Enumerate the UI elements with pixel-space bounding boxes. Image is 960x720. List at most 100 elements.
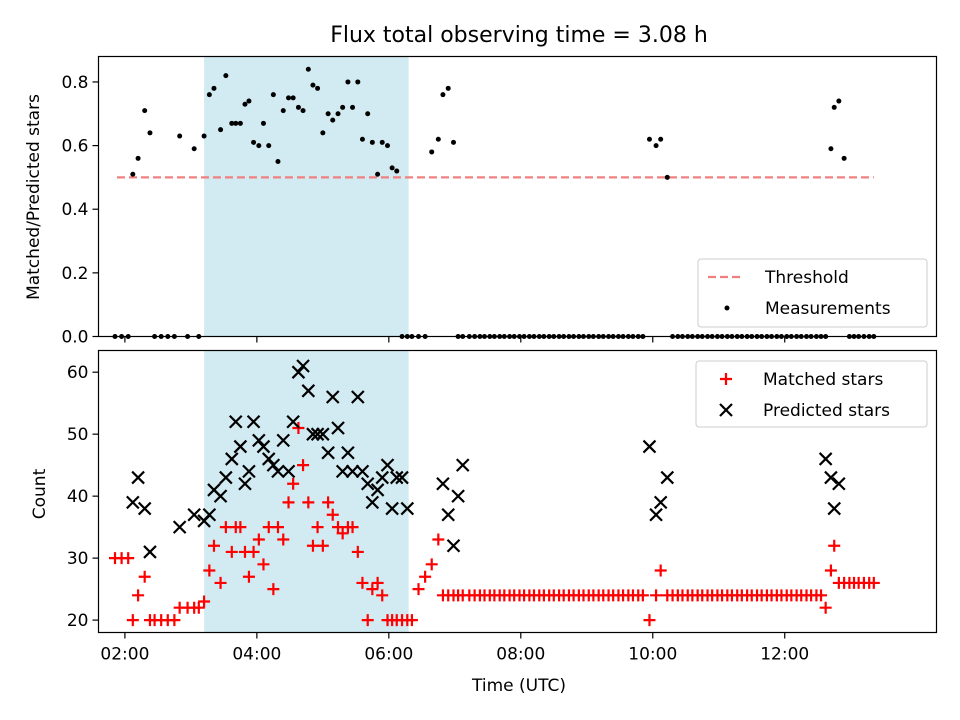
measurements-point bbox=[653, 143, 659, 149]
measurements-point bbox=[828, 146, 834, 152]
measurements-point bbox=[831, 104, 837, 110]
matched-stars-point bbox=[356, 576, 369, 589]
y-tick-label: 0.8 bbox=[61, 73, 88, 93]
predicted-stars-point bbox=[818, 452, 833, 466]
predicted-stars-point bbox=[238, 476, 252, 491]
measurements-point bbox=[223, 73, 229, 79]
matched-stars-point bbox=[242, 570, 255, 583]
x-tick-label: 02:00 bbox=[100, 645, 149, 665]
predicted-stars-point bbox=[228, 414, 243, 429]
measurements-point bbox=[664, 174, 670, 180]
measurements-point bbox=[305, 66, 311, 72]
matched-stars-point bbox=[326, 508, 339, 521]
predicted-stars-legend-swatch bbox=[719, 403, 733, 417]
predicted-stars-point bbox=[316, 427, 330, 441]
predicted-stars-point bbox=[286, 414, 300, 429]
measurements-point bbox=[142, 108, 148, 114]
measurements-point bbox=[256, 143, 262, 149]
measurements-point bbox=[251, 139, 257, 145]
predicted-stars-point bbox=[246, 414, 261, 429]
y-tick-label: 50 bbox=[67, 425, 89, 445]
matched-stars-point bbox=[198, 595, 211, 608]
measurements-point bbox=[435, 136, 441, 142]
predicted-stars-point bbox=[325, 390, 340, 404]
predicted-stars-point bbox=[660, 470, 675, 485]
measurements-point bbox=[379, 139, 385, 145]
predicted-stars-point bbox=[351, 390, 365, 404]
predicted-stars-point bbox=[375, 470, 390, 485]
count-legend: Matched stars Predicted stars bbox=[695, 360, 928, 428]
predicted-stars-point bbox=[653, 495, 668, 510]
measurements-point bbox=[242, 101, 248, 107]
predicted-stars-point bbox=[389, 470, 404, 485]
measurements-point bbox=[211, 85, 217, 91]
predicted-stars-point bbox=[642, 439, 657, 454]
y-tick-label: 0.0 bbox=[61, 328, 88, 348]
predicted-stars-point bbox=[306, 427, 320, 441]
measurements-point bbox=[201, 133, 207, 139]
predicted-stars-point bbox=[827, 501, 842, 516]
measurements-point bbox=[450, 139, 456, 145]
measurements-point bbox=[286, 95, 292, 101]
measurements-point bbox=[836, 98, 842, 104]
measurements-point bbox=[266, 143, 272, 149]
measurements-legend-label: Measurements bbox=[765, 299, 891, 319]
predicted-stars-point bbox=[172, 520, 187, 534]
matched-stars-point bbox=[412, 583, 425, 596]
predicted-stars-point bbox=[436, 476, 450, 491]
matched-stars-point bbox=[867, 576, 880, 589]
x-tick-label: 08:00 bbox=[496, 645, 545, 665]
predicted-stars-point bbox=[202, 507, 217, 522]
measurements-point bbox=[295, 104, 301, 110]
predicted-stars-point bbox=[345, 464, 360, 479]
predicted-stars-point bbox=[331, 421, 345, 435]
matched-stars-point bbox=[376, 589, 389, 602]
y-tick-label: 40 bbox=[67, 487, 89, 507]
matched-stars-point bbox=[316, 539, 329, 552]
measurements-point bbox=[275, 159, 281, 164]
matched-stars-point bbox=[122, 552, 135, 565]
predicted-stars-point bbox=[213, 489, 228, 503]
x-axis-label: Time (UTC) bbox=[471, 676, 566, 696]
matched-stars-point bbox=[419, 570, 432, 583]
measurements-point bbox=[280, 108, 286, 114]
predicted-stars-point bbox=[385, 501, 399, 516]
predicted-stars-point bbox=[451, 489, 465, 503]
predicted-stars-point bbox=[441, 507, 455, 522]
measurements-point bbox=[310, 82, 316, 88]
threshold-legend-label: Threshold bbox=[764, 268, 849, 288]
measurements-point bbox=[229, 120, 235, 126]
predicted-stars-point bbox=[832, 476, 846, 491]
measurements-point bbox=[177, 133, 183, 139]
y-tick-label: 0.6 bbox=[61, 137, 88, 157]
measurements-point bbox=[375, 171, 381, 177]
measurements-point bbox=[389, 165, 395, 171]
matched-stars-point bbox=[282, 496, 295, 509]
matched-stars-point bbox=[192, 601, 205, 614]
predicted-stars-point bbox=[370, 483, 385, 497]
matched-stars-point bbox=[405, 614, 418, 627]
matched-stars-point bbox=[824, 564, 837, 577]
predicted-stars-point bbox=[395, 470, 409, 485]
x-tick-label: 10:00 bbox=[628, 645, 677, 665]
matched-stars-point bbox=[302, 496, 315, 509]
matched-stars-point bbox=[432, 533, 445, 546]
predicted-stars-point bbox=[126, 495, 140, 510]
matched-stars-point bbox=[267, 583, 280, 596]
measurements-point bbox=[290, 95, 296, 101]
measurements-point bbox=[325, 111, 331, 117]
matched-stars-point bbox=[225, 545, 238, 558]
predicted-stars-point bbox=[291, 365, 306, 379]
y-tick-label: 30 bbox=[67, 549, 89, 569]
measurements-point bbox=[394, 168, 400, 174]
measurements-point bbox=[359, 136, 365, 142]
predicted-stars-point bbox=[365, 495, 380, 510]
count-panel: 20 30 40 50 60 02:00 04:00 06:00 08:00 10:00 12:0… bbox=[30, 349, 938, 696]
matched-stars-point bbox=[636, 589, 649, 602]
count-marks bbox=[108, 359, 880, 627]
y-tick-label: 0.2 bbox=[61, 264, 88, 284]
measurements-point bbox=[237, 120, 243, 126]
predicted-stars-point bbox=[143, 545, 157, 559]
measurements-point bbox=[191, 146, 197, 152]
measurements-point bbox=[445, 85, 451, 91]
